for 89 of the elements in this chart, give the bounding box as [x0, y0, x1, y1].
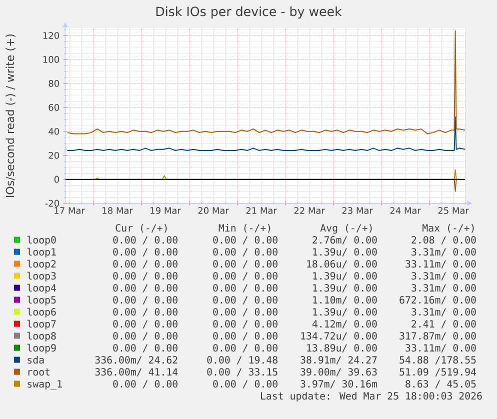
y-tick-label: 20: [48, 152, 60, 159]
text: 0.00 / 19.48: [207, 356, 278, 364]
text: 3.97m/ 30.16m: [300, 380, 378, 388]
text: 13.89u/ 0.00: [307, 344, 377, 352]
text: 2.08 / 0.00: [412, 236, 476, 244]
text: 1.10m/ 0.00: [313, 296, 377, 304]
x-tick-label: 25 Mar: [438, 207, 469, 214]
text: 0.00 / 0.00: [213, 284, 278, 292]
text: 317.87m/ 0.00: [400, 332, 476, 340]
text: 0.00 / 0.00: [213, 272, 278, 280]
text: 0.00 / 0.00: [213, 344, 278, 352]
legend-label: loop8: [27, 332, 56, 342]
text: 3.31m/ 0.00: [412, 248, 476, 256]
text: 38.91m/ 24.27: [300, 356, 377, 364]
text: 33.11m/ 0.00: [406, 260, 476, 268]
text: 0.00 / 0.00: [113, 260, 178, 268]
x-tick-label: 20 Mar: [198, 207, 229, 214]
text: Min (-/+): [218, 224, 270, 233]
text: 0.00 / 0.00: [213, 320, 278, 328]
text: 0.00 / 0.00: [113, 344, 178, 352]
legend-label: swap_1: [28, 380, 62, 390]
legend-label: loop5: [27, 296, 56, 306]
text: 0.00 / 33.15: [207, 368, 278, 376]
x-tick-label: 17 Mar: [54, 207, 85, 214]
text: 1.39u/ 0.00: [313, 308, 377, 316]
text: 0.00 / 0.00: [213, 260, 278, 268]
text: Last update: Wed Mar 25 18:00:03 2026: [261, 392, 482, 402]
text: 1.39u/ 0.00: [313, 272, 377, 280]
text: 0.00 / 0.00: [113, 380, 178, 388]
legend-label: sda: [28, 356, 44, 364]
legend-label: loop7: [27, 320, 56, 330]
text: 0.00 / 0.00: [213, 296, 278, 304]
x-tick-label: 19 Mar: [150, 207, 181, 214]
text: 8.63 / 45.05: [406, 380, 476, 388]
text: Avg (-/+): [320, 224, 372, 234]
legend-label: loop0: [27, 236, 56, 246]
legend-label: root: [28, 368, 50, 376]
text: 0.00 / 0.00: [213, 332, 278, 340]
text: 0.00 / 0.00: [213, 248, 278, 256]
text: 4.12m/ 0.00: [312, 320, 377, 328]
text: 0.00 / 0.00: [113, 308, 178, 316]
text: 0.00 / 0.00: [113, 284, 178, 292]
text: 2.76m/ 0.00: [312, 236, 377, 244]
legend-label: loop9: [27, 344, 56, 354]
text: 336.00m/ 41.14: [95, 368, 178, 376]
y-tick-label: 0: [54, 176, 60, 183]
legend-label: loop6: [27, 308, 56, 318]
x-tick-label: 22 Mar: [294, 207, 325, 214]
text: Cur (-/+): [116, 224, 167, 233]
text: 0.00 / 0.00: [113, 296, 178, 304]
legend-label: loop4: [27, 284, 56, 294]
text: 0.00 / 0.00: [213, 380, 278, 388]
text: Max (-/+): [422, 224, 474, 233]
legend-label: loop2: [27, 260, 56, 270]
text: 134.72u/ 0.00: [301, 332, 377, 340]
text: 0.00 / 0.00: [113, 332, 178, 340]
text: 1.39u/ 0.00: [313, 284, 377, 292]
legend-label: loop3: [27, 272, 56, 282]
chart-title: Disk IOs per device - by week: [156, 6, 342, 19]
text: 0.00 / 0.00: [113, 272, 178, 280]
text: 0.00 / 0.00: [113, 320, 178, 328]
text: 54.88 /178.55: [400, 356, 476, 364]
text: 0.00 / 0.00: [113, 236, 178, 244]
text: 0.00 / 0.00: [213, 308, 278, 316]
text: 2.41 / 0.00: [412, 320, 476, 328]
y-tick-label: 40: [48, 128, 60, 135]
text: 336.00m/ 24.62: [95, 356, 178, 364]
text: 0.00 / 0.00: [213, 236, 278, 244]
text: 1.39u/ 0.00: [313, 248, 377, 256]
text: 39.00m/ 39.63: [300, 368, 377, 376]
x-tick-label: 21 Mar: [246, 207, 277, 214]
text: 672.16m/ 0.00: [400, 296, 476, 304]
text: 3.31m/ 0.00: [412, 308, 476, 316]
y-tick-label: 80: [48, 80, 60, 87]
x-tick-label: 18 Mar: [102, 207, 133, 214]
y-tick-label: 60: [48, 104, 60, 111]
y-tick-label: -20: [45, 200, 60, 207]
text: 51.09 /519.94: [400, 368, 476, 376]
text: 18.06u/ 0.00: [307, 260, 377, 268]
text: 3.31m/ 0.00: [412, 272, 476, 280]
x-tick-label: 24 Mar: [390, 207, 421, 214]
text: 3.31m/ 0.00: [412, 284, 476, 292]
x-tick-label: 23 Mar: [342, 207, 373, 214]
text: 33.11m/ 0.00: [406, 344, 476, 352]
y-axis-title: IOs/second read (-) / write (+): [6, 34, 16, 197]
y-tick-label: 120: [43, 32, 60, 39]
text: 0.00 / 0.00: [113, 248, 178, 256]
legend-label: loop1: [27, 248, 56, 258]
y-tick-label: 100: [43, 56, 60, 63]
